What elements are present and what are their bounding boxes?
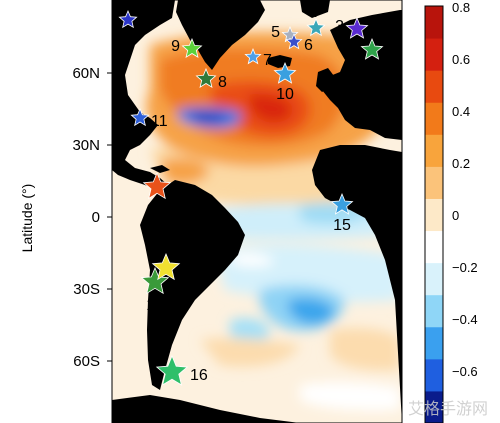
station-marker-14: 14 [151, 252, 200, 281]
star-icon [142, 171, 172, 200]
station-label-10: 10 [276, 86, 294, 103]
station-marker-1 [118, 9, 138, 29]
cbar-tick-0.4: 0.4 [452, 104, 470, 119]
y-tick-30s: 30S [73, 281, 100, 298]
station-marker-8: 8 [195, 67, 227, 91]
colorbar-swatch [425, 230, 443, 264]
station-marker-3: 3 [335, 16, 369, 39]
star-icon [181, 37, 203, 58]
station-label-5: 5 [271, 24, 280, 41]
colorbar-swatch [425, 6, 443, 39]
star-icon [306, 17, 326, 37]
watermark: 艾格手游网 [408, 400, 488, 418]
south-america [140, 180, 245, 390]
station-marker-6: 6 [285, 32, 313, 54]
colorbar-frame [424, 5, 444, 423]
cbar-tick-0: 0 [452, 208, 459, 223]
station-label-8: 8 [218, 74, 227, 91]
station-markers: 234 5 6 7 8 9 10 11 12 13 14 15 16 [118, 4, 384, 386]
star-icon [285, 32, 303, 50]
europe [322, 10, 402, 140]
north-america [112, 0, 175, 192]
station-marker-2: 2 [350, 37, 384, 60]
y-axis-ticks: 60N 30N 0 30S 60S [72, 65, 100, 370]
station-label-3: 3 [335, 18, 344, 35]
star-icon [155, 354, 189, 386]
colorbar-swatch [425, 38, 443, 71]
station-label-14: 14 [182, 263, 200, 280]
station-label-2: 2 [350, 39, 359, 56]
colorbar-swatch [425, 102, 443, 135]
cbar-tick-m0.4: −0.4 [452, 312, 478, 327]
antarctica [112, 395, 300, 423]
svalbard [300, 0, 330, 18]
colorbar-ticks: 0.8 0.6 0.4 0.2 0 −0.2 −0.4 −0.6 [452, 0, 478, 379]
colorbar-swatch [425, 294, 443, 328]
station-marker-4: 4 [306, 4, 326, 37]
star-icon [330, 192, 354, 215]
star-icon [140, 266, 170, 295]
station-label-9: 9 [171, 38, 180, 55]
star-icon [345, 16, 369, 39]
station-marker-12: 12 [142, 171, 172, 219]
station-marker-7: 7 [244, 47, 272, 69]
star-icon [151, 252, 181, 281]
star-icon [273, 61, 297, 84]
station-label-6: 6 [304, 37, 313, 54]
y-tick-60s: 60S [73, 353, 100, 370]
colorbar-swatch [425, 134, 443, 167]
star-icon [118, 9, 138, 29]
y-tick-30n: 30N [72, 137, 100, 154]
star-icon [360, 37, 384, 60]
y-tick-0: 0 [92, 209, 100, 226]
colorbar: 0.8 0.6 0.4 0.2 0 −0.2 −0.4 −0.6 [424, 0, 478, 423]
station-label-16: 16 [190, 367, 208, 384]
station-label-12: 12 [148, 202, 166, 219]
station-marker-13: 13 [140, 266, 170, 314]
station-marker-9: 9 [171, 37, 203, 58]
colorbar-swatch [425, 390, 443, 423]
station-marker-16: 16 [155, 354, 208, 386]
station-label-13: 13 [146, 297, 164, 314]
greenland [176, 0, 265, 70]
colorbar-swatches [425, 6, 443, 423]
star-icon [130, 107, 150, 127]
cbar-tick-m0.6: −0.6 [452, 364, 478, 379]
station-label-4: 4 [310, 4, 319, 21]
colorbar-swatch [425, 198, 443, 232]
colorbar-swatch [425, 326, 443, 360]
colorbar-swatch [425, 166, 443, 199]
station-marker-15: 15 [330, 192, 354, 234]
colorbar-swatch [425, 70, 443, 103]
star-icon [244, 47, 262, 65]
cbar-tick-0.8: 0.8 [452, 0, 470, 15]
station-label-11: 11 [151, 113, 168, 130]
y-axis-title: Latitude (°) [19, 184, 35, 253]
station-marker-11: 11 [130, 107, 168, 130]
africa [312, 145, 402, 423]
cbar-tick-m0.2: −0.2 [452, 260, 478, 275]
caribbean [150, 165, 170, 173]
colorbar-swatch [425, 262, 443, 296]
british-isles [316, 68, 334, 92]
station-marker-10: 10 [273, 61, 297, 103]
y-axis-tick-marks [107, 72, 112, 362]
y-tick-60n: 60N [72, 65, 100, 82]
map-frame [111, 0, 403, 423]
station-label-7: 7 [263, 52, 272, 69]
station-label-15: 15 [333, 217, 351, 234]
map-panel [112, 0, 402, 423]
cbar-tick-0.6: 0.6 [452, 52, 470, 67]
star-icon [195, 67, 217, 88]
colorbar-swatch [425, 358, 443, 392]
land-masses [112, 0, 402, 423]
cbar-tick-0.2: 0.2 [452, 156, 470, 171]
